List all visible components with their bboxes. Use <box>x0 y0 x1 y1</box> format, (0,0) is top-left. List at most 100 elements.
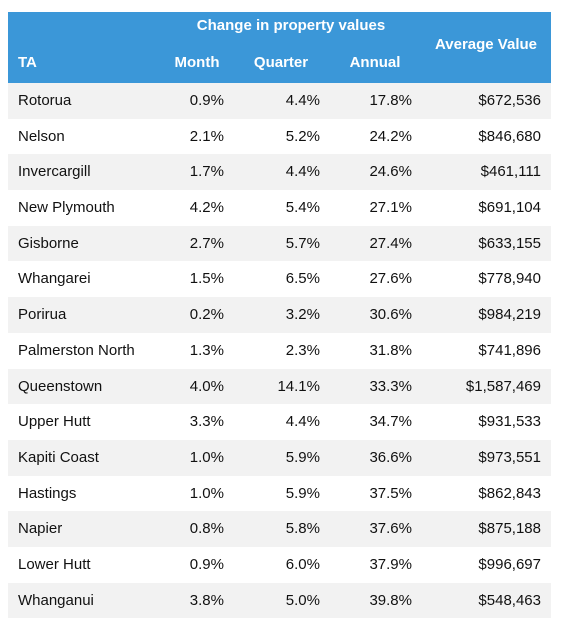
cell-value: 2.1% <box>189 127 224 145</box>
cell-value: $672,536 <box>478 92 541 109</box>
cell-value: $461,111 <box>480 163 541 181</box>
cell-value: 1.0% <box>189 448 224 466</box>
cell-value: 3.8% <box>189 591 224 609</box>
column-header: Annual <box>349 54 401 71</box>
ta-name: Hastings <box>18 484 77 502</box>
table-body: Rotorua 0.9% 4.4% 17.8% $672,536 Nelson 2.1% 5.… <box>8 83 551 619</box>
cell-value: 3.3% <box>189 413 224 431</box>
cell-value: 1.3% <box>189 341 224 359</box>
cell-value: 39.8% <box>369 591 412 609</box>
table-row: Rotorua 0.9% 4.4% 17.8% $672,536 <box>8 83 551 119</box>
cell-value: 24.6% <box>369 163 412 181</box>
cell-value: 5.0% <box>285 591 320 609</box>
column-header: Month <box>174 54 220 71</box>
ta-name: Queenstown <box>18 377 103 395</box>
column-header: TA <box>18 54 37 71</box>
cell-value: 6.5% <box>285 270 320 288</box>
ta-name: Kapiti Coast <box>18 448 99 466</box>
table-row: Kapiti Coast 1.0% 5.9% 36.6% $973,551 <box>8 439 551 476</box>
cell-value: 2.3% <box>285 341 320 359</box>
cell-value: 27.4% <box>369 234 412 252</box>
cell-value: 5.7% <box>285 234 320 252</box>
ta-name: Porirua <box>18 306 67 324</box>
ta-name: Upper Hutt <box>18 413 91 431</box>
cell-value: $984,219 <box>478 306 541 324</box>
cell-value: 5.4% <box>285 199 320 217</box>
cell-value: 0.2% <box>189 306 224 324</box>
cell-value: 37.5% <box>369 484 412 502</box>
table-row: Invercargill 1.7% 4.4% 24.6% $461,111 <box>8 154 551 191</box>
cell-value: 17.8% <box>369 92 412 109</box>
cell-value: 33.3% <box>369 377 412 395</box>
cell-value: $691,104 <box>478 199 541 217</box>
cell-value: 14.1% <box>277 377 320 395</box>
cell-value: 4.2% <box>189 199 224 217</box>
table-row: Lower Hutt 0.9% 6.0% 37.9% $996,697 <box>8 547 551 583</box>
cell-value: 31.8% <box>369 341 412 359</box>
column-header: Average Value <box>434 36 537 53</box>
cell-value: $548,463 <box>478 591 541 609</box>
ta-name: New Plymouth <box>18 199 115 217</box>
cell-value: 5.8% <box>285 520 320 538</box>
ta-name: Gisborne <box>18 234 79 252</box>
cell-value: 1.7% <box>189 163 224 181</box>
cell-value: 27.1% <box>369 199 412 217</box>
cell-value: $778,940 <box>478 270 541 288</box>
table-row: Whanganui 3.8% 5.0% 39.8% $548,463 <box>8 582 551 619</box>
cell-value: 36.6% <box>369 448 412 466</box>
column-header: Quarter <box>253 54 309 71</box>
cell-value: 6.0% <box>285 555 320 573</box>
cell-value: $846,680 <box>478 127 541 145</box>
table-row: Gisborne 2.7% 5.7% 27.4% $633,155 <box>8 225 551 262</box>
cell-value: 34.7% <box>369 413 412 431</box>
cell-value: 24.2% <box>369 127 412 145</box>
ta-name: Nelson <box>18 127 65 145</box>
ta-name: Lower Hutt <box>18 555 91 573</box>
table-row: Whangarei 1.5% 6.5% 27.6% $778,940 <box>8 261 551 297</box>
ta-name: Invercargill <box>18 163 91 181</box>
cell-value: 0.9% <box>189 555 224 573</box>
cell-value: $973,551 <box>478 448 541 466</box>
cell-value: 5.2% <box>285 127 320 145</box>
table-row: Queenstown 4.0% 14.1% 33.3% $1,587,469 <box>8 368 551 405</box>
cell-value: 4.0% <box>189 377 224 395</box>
group-title: Change in property values <box>196 17 386 34</box>
cell-value: $996,697 <box>478 555 541 573</box>
cell-value: 37.9% <box>369 555 412 573</box>
ta-name: Napier <box>18 520 63 538</box>
table-row: New Plymouth 4.2% 5.4% 27.1% $691,104 <box>8 190 551 226</box>
cell-value: 4.4% <box>285 413 320 431</box>
ta-name: Whangarei <box>18 270 91 288</box>
cell-value: 0.8% <box>189 520 224 538</box>
table-row: Hastings 1.0% 5.9% 37.5% $862,843 <box>8 476 551 512</box>
cell-value: $633,155 <box>478 234 541 252</box>
cell-value: 5.9% <box>285 448 320 466</box>
cell-value: $1,587,469 <box>465 377 541 395</box>
ta-name: Palmerston North <box>18 341 135 359</box>
cell-value: 27.6% <box>369 270 412 288</box>
ta-name: Rotorua <box>18 92 72 109</box>
cell-value: 0.9% <box>189 92 224 109</box>
ta-name: Whanganui <box>18 591 94 609</box>
cell-value: 1.0% <box>189 484 224 502</box>
cell-value: $741,896 <box>478 341 541 359</box>
table-row: Palmerston North 1.3% 2.3% 31.8% $741,896 <box>8 333 551 369</box>
cell-value: 3.2% <box>285 306 320 324</box>
table-row: Napier 0.8% 5.8% 37.6% $875,188 <box>8 511 551 547</box>
cell-value: $875,188 <box>478 520 541 538</box>
table-row: Porirua 0.2% 3.2% 30.6% $984,219 <box>8 297 551 333</box>
table-header: Change in property values TA Month Quart… <box>8 12 551 83</box>
cell-value: 4.4% <box>285 92 320 109</box>
cell-value: 5.9% <box>285 484 320 502</box>
cell-value: 4.4% <box>285 163 320 181</box>
cell-value: 2.7% <box>189 234 224 252</box>
cell-value: 1.5% <box>189 270 224 288</box>
cell-value: 37.6% <box>369 520 412 538</box>
property-table: Change in property values TA Month Quart… <box>8 12 551 619</box>
table-row: Nelson 2.1% 5.2% 24.2% $846,680 <box>8 119 551 155</box>
table-row: Upper Hutt 3.3% 4.4% 34.7% $931,533 <box>8 404 551 440</box>
cell-value: 30.6% <box>369 306 412 324</box>
cell-value: $931,533 <box>478 413 541 431</box>
cell-value: $862,843 <box>478 484 541 502</box>
